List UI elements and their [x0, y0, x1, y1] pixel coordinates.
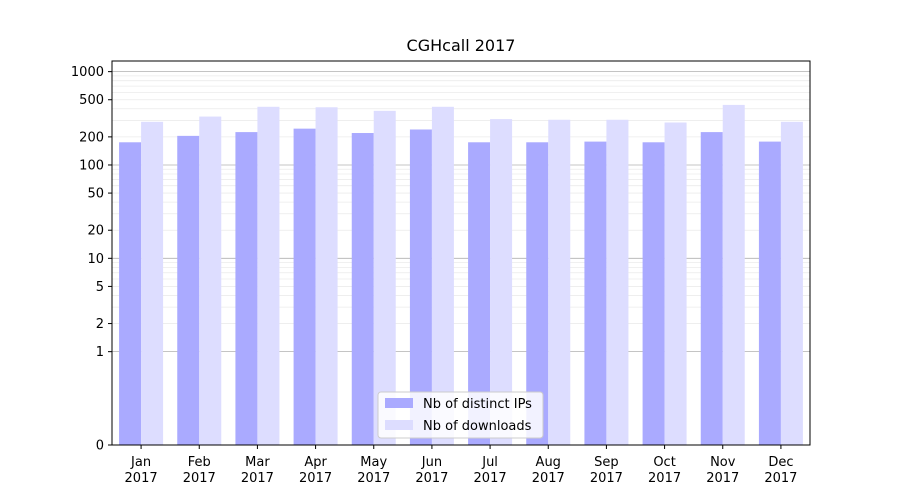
bar-ips-apr: [293, 128, 316, 446]
bar-downloads-feb: [199, 116, 222, 445]
x-tick-label-year: 2017: [241, 471, 274, 486]
y-tick-label: 50: [87, 187, 104, 202]
bar-ips-aug: [526, 142, 549, 445]
bar-ips-jul: [468, 142, 491, 445]
bar-downloads-dec: [780, 121, 803, 445]
x-tick-label-month: Aug: [536, 455, 561, 470]
bar-ips-mar: [235, 132, 258, 446]
y-tick-label: 1000: [71, 65, 104, 80]
y-tick-label: 1: [96, 345, 104, 360]
bar-downloads-may: [373, 110, 396, 445]
legend: Nb of distinct IPs Nb of downloads: [377, 391, 544, 439]
bar-downloads-sep: [606, 119, 629, 446]
x-tick-label-month: Sep: [594, 455, 619, 470]
legend-frame: [377, 391, 544, 439]
x-tick-label-year: 2017: [764, 471, 797, 486]
bar-downloads-nov: [722, 104, 745, 446]
y-tick-label: 100: [79, 158, 104, 173]
bar-downloads-jul: [490, 119, 513, 445]
x-tick-label-year: 2017: [125, 471, 158, 486]
x-tick-label-month: Mar: [245, 455, 270, 470]
bar-ips-may: [351, 133, 374, 445]
y-tick-label: 200: [79, 130, 104, 145]
x-tick-label-year: 2017: [706, 471, 739, 486]
bar-ips-jan: [119, 142, 142, 445]
bar-ips-jun: [409, 129, 432, 445]
legend-label-0: Nb of distinct IPs: [423, 397, 532, 412]
bars: [119, 104, 803, 446]
y-tick-label: 0: [96, 439, 104, 454]
legend-swatch-1: [385, 420, 413, 430]
legend-label-1: Nb of downloads: [423, 419, 532, 434]
legend-swatch-0: [385, 398, 413, 408]
x-tick-label-month: Oct: [653, 455, 675, 470]
bar-downloads-mar: [257, 106, 280, 445]
y-tick-label: 5: [96, 280, 104, 295]
bar-ips-oct: [642, 142, 665, 445]
bar-downloads-aug: [548, 119, 571, 446]
x-tick-label-month: Jan: [130, 455, 151, 470]
bar-ips-sep: [584, 141, 607, 445]
x-tick-label-month: Jul: [481, 455, 498, 470]
x-tick-label-month: Nov: [710, 455, 736, 470]
x-tick-label-year: 2017: [590, 471, 623, 486]
x-tick-label-year: 2017: [474, 471, 507, 486]
bar-ips-feb: [177, 135, 200, 445]
x-tick-label-month: Apr: [304, 455, 327, 470]
x-tick-label-year: 2017: [532, 471, 565, 486]
y-tick-label: 2: [96, 317, 104, 332]
bar-downloads-oct: [664, 122, 687, 445]
x-tick-label-month: Jun: [421, 455, 442, 470]
bar-ips-nov: [700, 132, 723, 446]
y-tick-label: 20: [87, 224, 104, 239]
bar-downloads-apr: [315, 107, 338, 445]
x-tick-label-year: 2017: [415, 471, 448, 486]
bar-downloads-jan: [141, 121, 164, 445]
bar-ips-dec: [758, 141, 781, 445]
bar-downloads-jun: [431, 106, 454, 445]
chart-title: CGHcall 2017: [407, 36, 516, 55]
x-tick-label-month: Feb: [188, 455, 211, 470]
grid: [112, 71, 810, 353]
x-tick-label-year: 2017: [648, 471, 681, 486]
y-tick-label: 500: [79, 93, 104, 108]
x-tick-label-month: Dec: [768, 455, 793, 470]
y-tick-label: 10: [87, 252, 104, 267]
x-tick-label-year: 2017: [299, 471, 332, 486]
axes: 01251020501002005001000Jan2017Feb2017Mar…: [71, 60, 811, 486]
x-tick-label-year: 2017: [183, 471, 216, 486]
plot-frame: [111, 60, 811, 446]
x-tick-label-month: May: [360, 455, 387, 470]
x-tick-label-year: 2017: [357, 471, 390, 486]
